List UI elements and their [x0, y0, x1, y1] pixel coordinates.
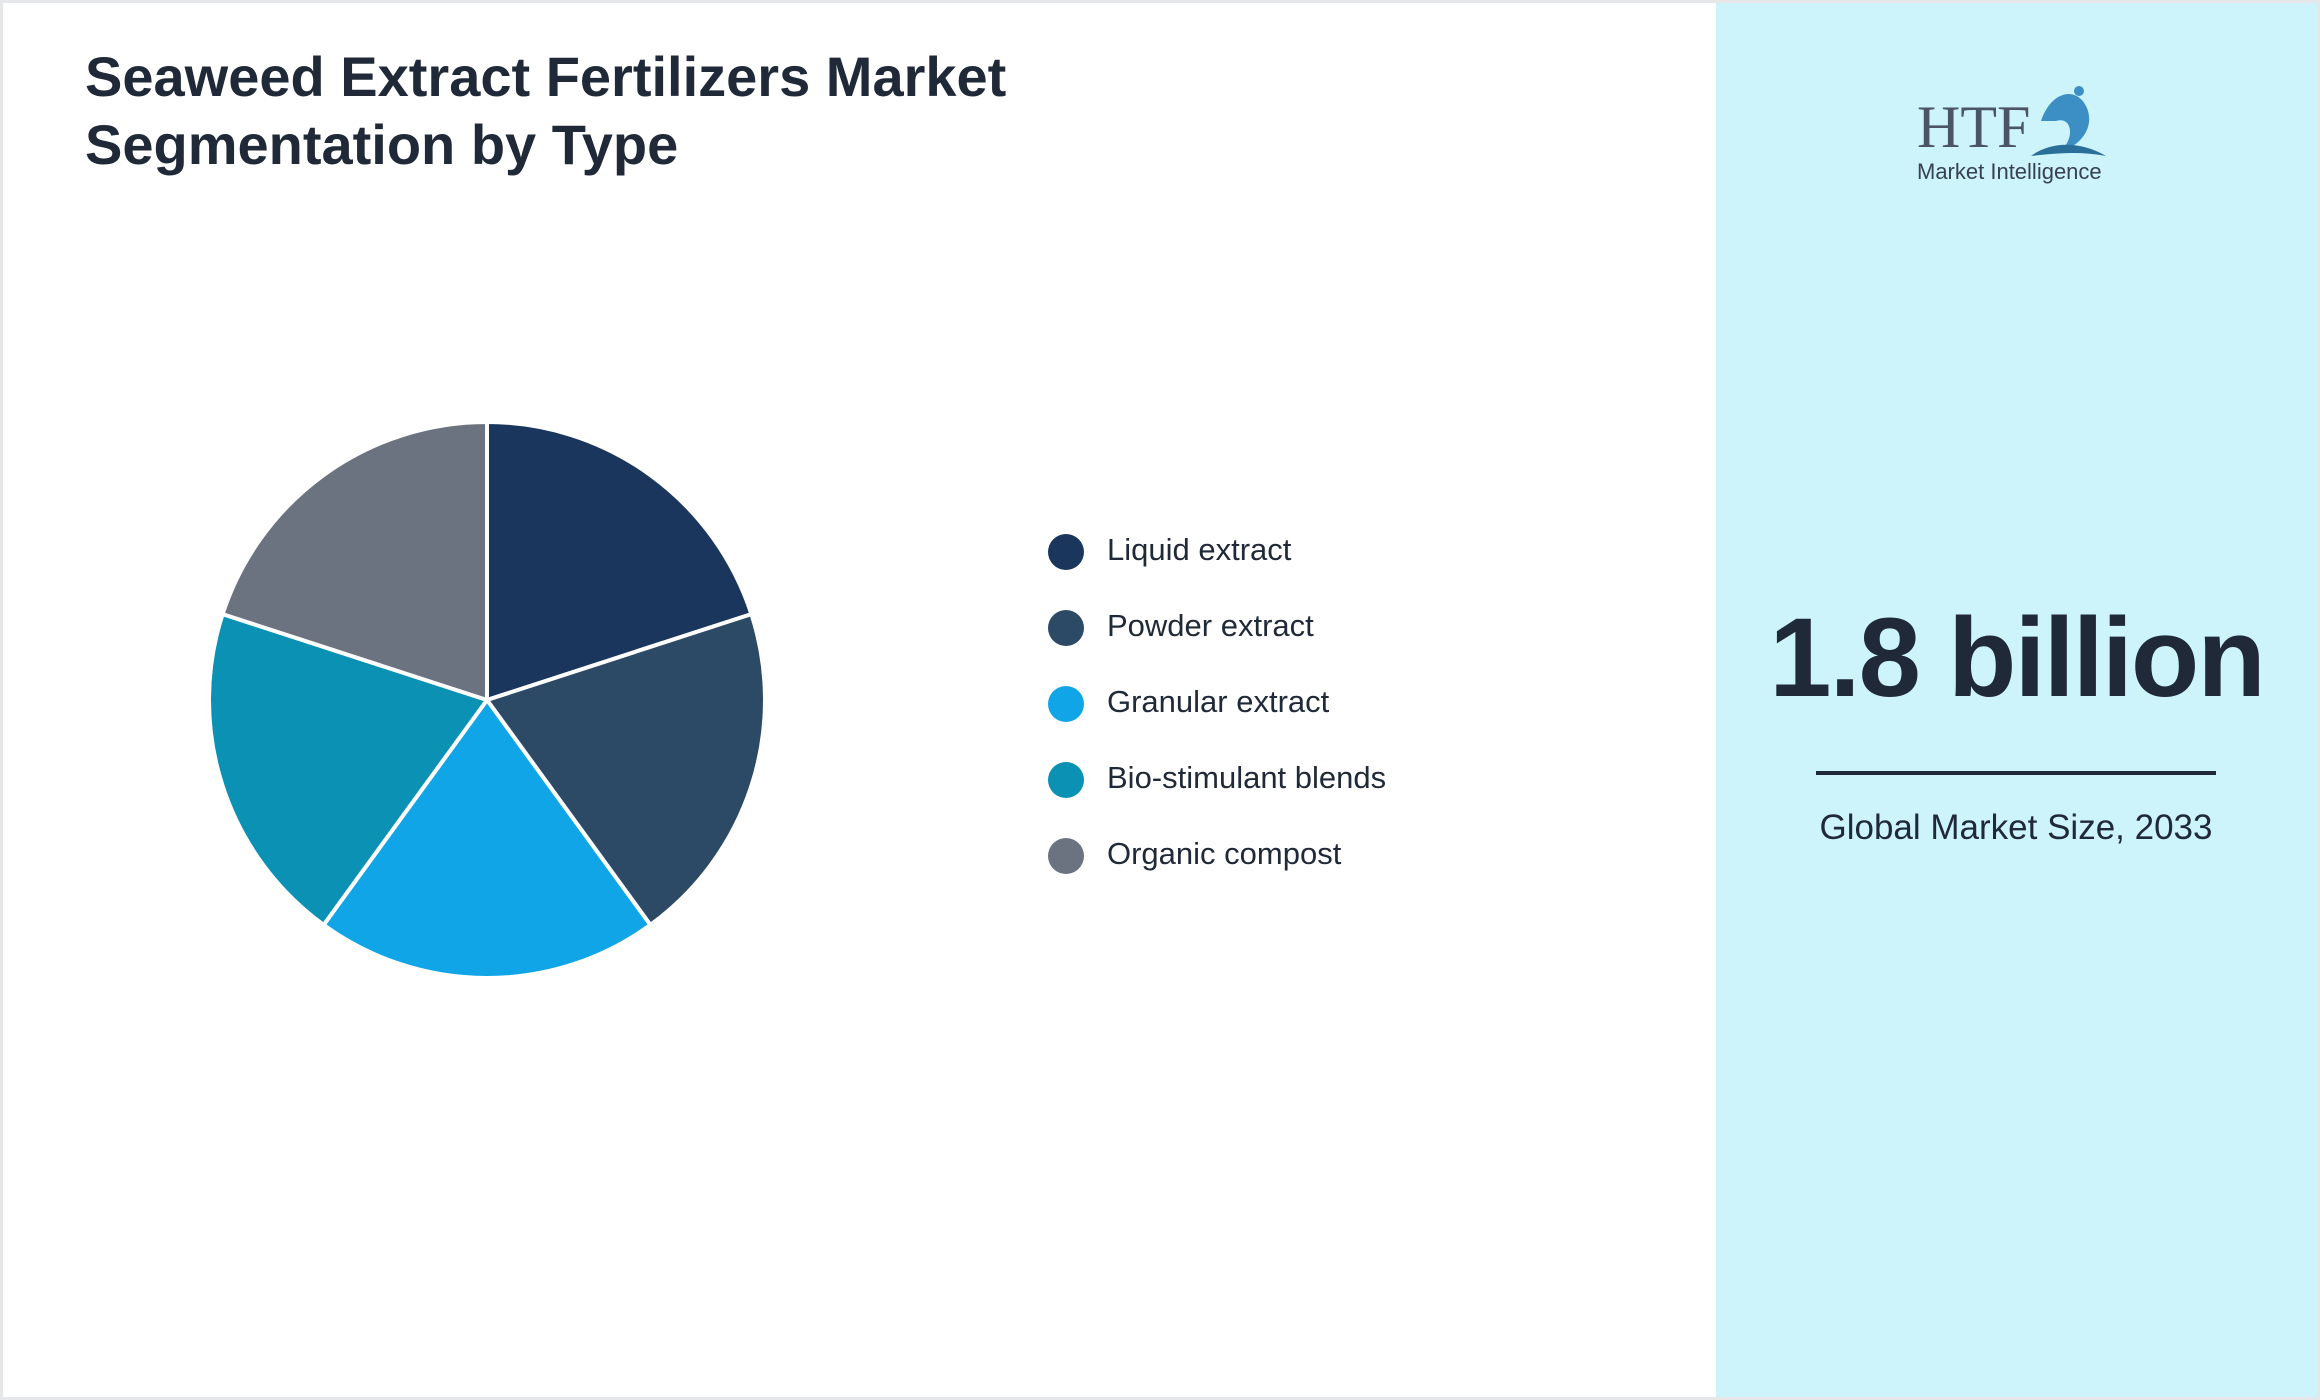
legend-label: Granular extract [1107, 684, 1330, 719]
pie-slice [207, 611, 491, 928]
chart: Liquid extract Powder extract Granular ext… [207, 419, 1386, 980]
logo-tagline: Market Intelligence [1917, 159, 2102, 184]
pie-slice [220, 419, 489, 703]
legend-marker [1048, 534, 1084, 570]
legend-label: Bio-stimulant blends [1107, 760, 1386, 795]
pie-slice [320, 696, 654, 980]
summary-panel: HTF Market Intelligence 1.8 billion Glob… [1716, 3, 2317, 1397]
legend-marker [1048, 838, 1084, 874]
legend-marker [1048, 686, 1084, 722]
logo-icon [2041, 94, 2090, 151]
legend-label: Organic compost [1107, 836, 1342, 871]
legend-marker [1048, 610, 1084, 646]
divider [1816, 771, 2216, 775]
pie-slice [483, 611, 767, 928]
logo-icon [2031, 144, 2106, 156]
market-size-caption: Global Market Size, 2033 [1819, 808, 2213, 847]
chart-title: Seaweed Extract Fertilizers Market Segme… [85, 45, 1007, 176]
market-size: 1.8 billion [1769, 595, 2266, 720]
logo-name: HTF [1917, 94, 2030, 160]
pie-slice [485, 419, 754, 703]
legend-label: Powder extract [1107, 608, 1314, 643]
legend-label: Liquid extract [1107, 532, 1292, 567]
logo-icon [2074, 86, 2084, 96]
logo: HTF Market Intelligence [1917, 86, 2106, 184]
legend-marker [1048, 762, 1084, 798]
